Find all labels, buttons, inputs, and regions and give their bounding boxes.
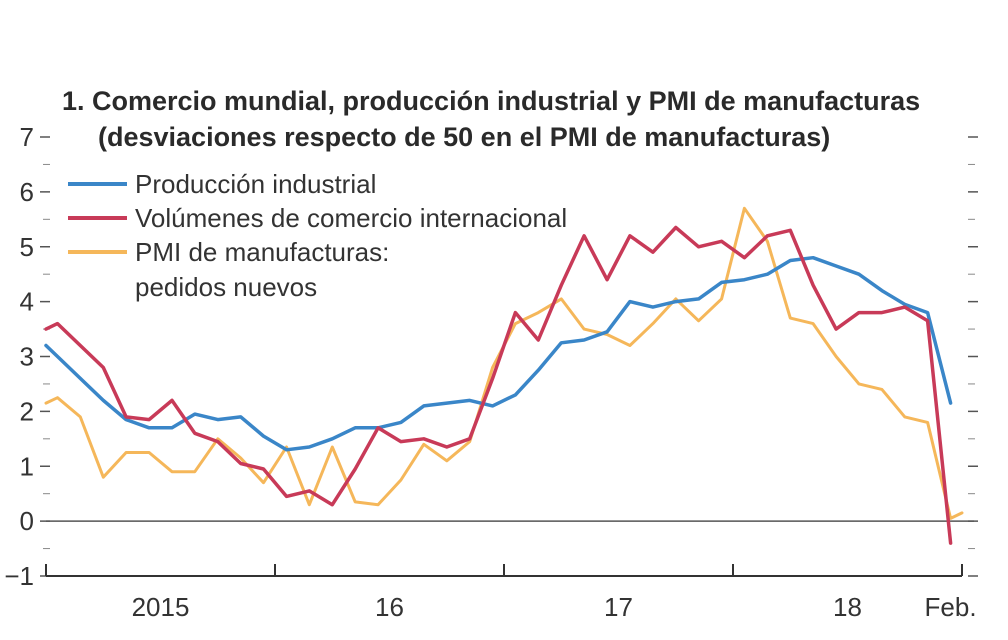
legend-label-comercio: Volúmenes de comercio internacional bbox=[135, 203, 567, 233]
y-tick-label: 1 bbox=[20, 451, 34, 481]
chart-title: 1. Comercio mundial, producción industri… bbox=[62, 86, 920, 116]
y-tick-label: 2 bbox=[20, 396, 34, 426]
x-tick-label: 2015 bbox=[132, 592, 190, 622]
x-tick-label: 16 bbox=[375, 592, 404, 622]
legend-label-pmi: PMI de manufacturas: bbox=[135, 237, 389, 267]
y-tick-label: 4 bbox=[20, 287, 34, 317]
x-tick-label: 17 bbox=[604, 592, 633, 622]
legend-label-pmi-line2: pedidos nuevos bbox=[135, 272, 317, 302]
series-layer bbox=[44, 206, 964, 545]
y-axis: −1 0 1 2 3 4 5 6 7 bbox=[4, 122, 978, 591]
x-axis: 2015 16 17 18 Feb. bbox=[45, 564, 977, 622]
x-tick-label: 18 bbox=[833, 592, 862, 622]
y-tick-label: −1 bbox=[4, 561, 34, 591]
y-tick-label: 5 bbox=[20, 232, 34, 262]
y-tick-label: 3 bbox=[20, 342, 34, 372]
y-tick-label: 7 bbox=[20, 122, 34, 152]
legend-label-produccion: Producción industrial bbox=[135, 169, 376, 199]
x-tick-label: Feb. bbox=[925, 592, 977, 622]
chart-subtitle: (desviaciones respecto de 50 en el PMI d… bbox=[98, 122, 830, 152]
legend: Producción industrial Volúmenes de comer… bbox=[68, 169, 567, 302]
y-tick-label: 0 bbox=[20, 506, 34, 536]
y-tick-label: 6 bbox=[20, 177, 34, 207]
series-line-produccion-industrial bbox=[44, 255, 953, 452]
series-line-volumenes-comercio bbox=[44, 225, 953, 545]
